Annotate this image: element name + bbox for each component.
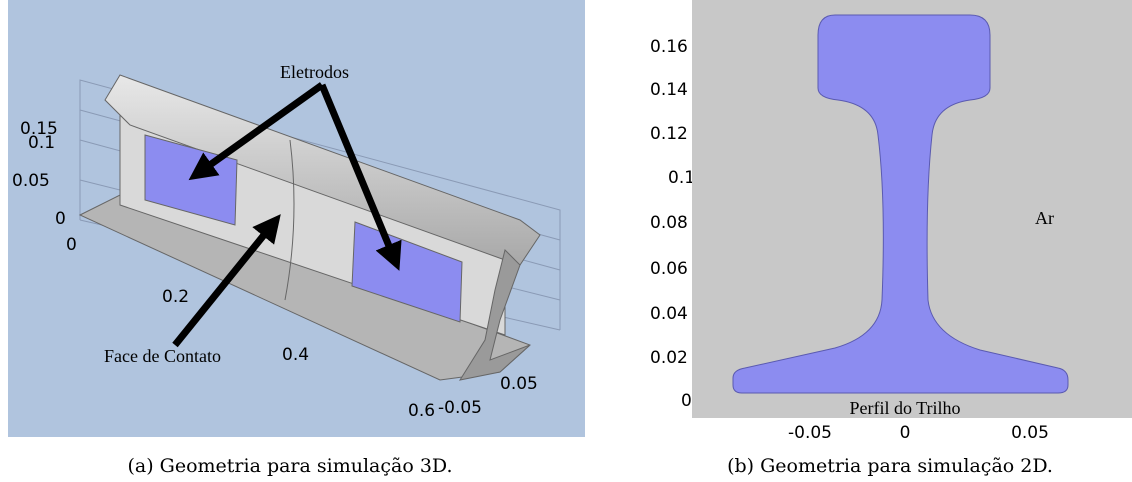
y-tick-label: 0.12 (650, 124, 688, 144)
axis-label: 0 (55, 209, 66, 229)
y-tick-label: 0.04 (650, 304, 688, 324)
annotation: Eletrodos (280, 62, 349, 82)
y-tick-label: 0.08 (650, 213, 688, 233)
region-label: Perfil do Trilho (849, 398, 960, 418)
region-label: Ar (1035, 208, 1054, 228)
axis-label: 0.05 (12, 171, 50, 191)
axis-label: 0.1 (28, 133, 55, 153)
x-tick-label: 0.05 (1011, 423, 1049, 443)
y-tick-label: 0.1 (668, 168, 695, 188)
x-tick-label: 0 (900, 423, 911, 443)
annotation: Face de Contato (104, 346, 221, 366)
axis-label: 0.4 (282, 345, 309, 365)
axis-label: 0.6 (408, 401, 435, 421)
y-tick-label: 0 (681, 391, 692, 411)
y-tick-label: 0.16 (650, 37, 688, 57)
caption: (a) Geometria para simulação 3D. (127, 455, 452, 477)
axis-label: 0.05 (500, 374, 538, 394)
panel-a: 0.15 0.1 0.05 0 0 0.2 0.4 0.05 0.6 -0.05… (8, 0, 585, 437)
x-tick-label: -0.05 (788, 423, 832, 443)
figure: 0.15 0.1 0.05 0 0 0.2 0.4 0.05 0.6 -0.05… (0, 0, 1132, 482)
panel-b: 0.16 0.14 0.12 0.1 0.08 0.06 0.04 0.02 0… (650, 0, 1132, 443)
y-tick-label: 0.14 (650, 80, 688, 100)
axis-label: 0 (66, 235, 77, 255)
y-tick-label: 0.06 (650, 259, 688, 279)
caption: (b) Geometria para simulação 2D. (727, 455, 1053, 477)
axis-label: -0.05 (438, 398, 482, 418)
y-tick-label: 0.02 (650, 348, 688, 368)
axis-label: 0.2 (162, 287, 189, 307)
